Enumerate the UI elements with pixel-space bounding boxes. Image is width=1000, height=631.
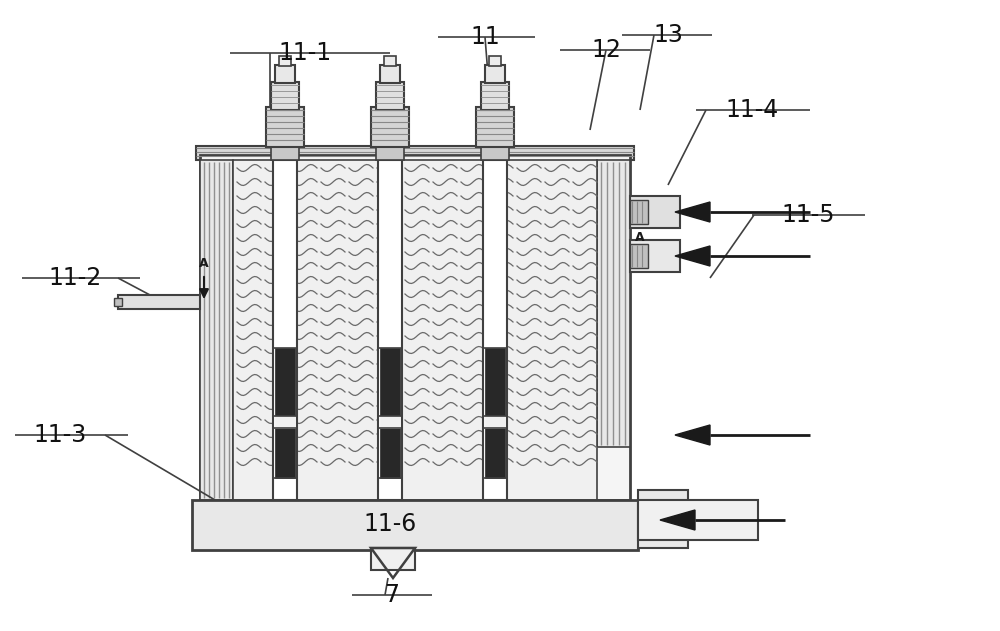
- Bar: [380, 348, 400, 416]
- Bar: [485, 348, 505, 416]
- Text: A: A: [635, 231, 645, 244]
- Bar: [384, 56, 396, 66]
- Bar: [266, 107, 304, 147]
- Bar: [273, 160, 297, 500]
- Bar: [200, 160, 233, 500]
- Bar: [271, 82, 299, 110]
- Bar: [275, 65, 295, 83]
- Polygon shape: [660, 510, 695, 530]
- Text: 11: 11: [470, 25, 500, 49]
- Text: 11-2: 11-2: [48, 266, 102, 290]
- Bar: [378, 160, 402, 500]
- Bar: [271, 146, 299, 160]
- Text: 11-5: 11-5: [781, 203, 835, 227]
- Bar: [200, 155, 630, 500]
- Polygon shape: [675, 202, 710, 222]
- Bar: [597, 160, 630, 447]
- Bar: [371, 107, 409, 147]
- Polygon shape: [675, 246, 710, 266]
- Bar: [638, 500, 758, 540]
- Text: A: A: [199, 257, 209, 270]
- Text: 11-4: 11-4: [725, 98, 779, 122]
- Bar: [275, 428, 295, 478]
- Bar: [483, 160, 507, 500]
- Bar: [371, 548, 415, 570]
- Text: 11-6: 11-6: [363, 512, 417, 536]
- Bar: [485, 428, 505, 478]
- Bar: [476, 107, 514, 147]
- Bar: [380, 416, 400, 428]
- Bar: [481, 146, 509, 160]
- Bar: [630, 200, 648, 224]
- Bar: [275, 416, 295, 428]
- Bar: [485, 416, 505, 428]
- Bar: [380, 428, 400, 478]
- Bar: [630, 244, 648, 268]
- Bar: [638, 490, 688, 548]
- Bar: [489, 56, 501, 66]
- Bar: [118, 295, 200, 309]
- Bar: [114, 298, 122, 306]
- Bar: [233, 160, 597, 500]
- Bar: [279, 56, 291, 66]
- Text: 7: 7: [384, 583, 400, 607]
- Text: 13: 13: [653, 23, 683, 47]
- Text: 11-1: 11-1: [278, 41, 332, 65]
- Bar: [376, 146, 404, 160]
- Bar: [275, 348, 295, 416]
- Bar: [630, 240, 680, 272]
- Bar: [485, 65, 505, 83]
- Bar: [376, 82, 404, 110]
- Bar: [192, 500, 638, 550]
- Text: 12: 12: [591, 38, 621, 62]
- Text: 11-3: 11-3: [33, 423, 87, 447]
- Bar: [481, 82, 509, 110]
- Bar: [630, 196, 680, 228]
- Bar: [380, 65, 400, 83]
- Polygon shape: [675, 425, 710, 445]
- Bar: [196, 146, 634, 160]
